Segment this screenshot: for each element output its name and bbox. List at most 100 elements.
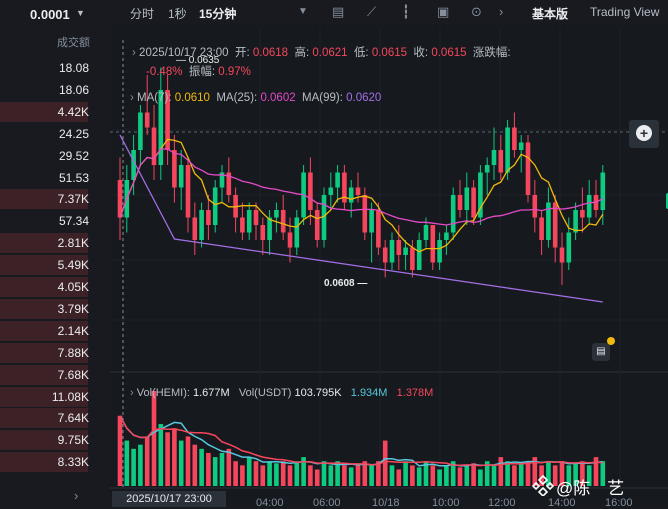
calendar-icon[interactable]: ▤ bbox=[332, 4, 345, 19]
candle-body bbox=[280, 210, 286, 233]
candle-body bbox=[172, 150, 177, 188]
chevron-right-icon[interactable]: › bbox=[74, 488, 79, 503]
volume-legend: › Vol(HEMI): 1.677M Vol(USDT) 103.795K 1… bbox=[130, 387, 434, 399]
vol-usdt-label: Vol(USDT) bbox=[238, 387, 292, 399]
volume-bar bbox=[226, 448, 232, 486]
candlestick-chart[interactable] bbox=[110, 0, 668, 507]
volume-row-bar bbox=[0, 233, 88, 254]
volume-bar bbox=[498, 457, 504, 486]
low-label: 低: bbox=[353, 47, 369, 59]
candle-body bbox=[484, 165, 490, 173]
vol-hemi-label: Vol(HEMI): bbox=[136, 387, 190, 399]
x-axis-tick: 10:00 bbox=[432, 497, 460, 509]
candle-body bbox=[246, 210, 252, 233]
candle-body bbox=[240, 217, 245, 233]
volume-row-bar bbox=[0, 430, 88, 451]
candle-body bbox=[552, 202, 558, 248]
chevron-right-icon[interactable]: › bbox=[499, 4, 504, 19]
interval-dropdown-icon[interactable]: ▼ bbox=[298, 6, 308, 17]
volume-bar bbox=[491, 465, 497, 486]
x-axis-tick: 06:00 bbox=[313, 497, 341, 509]
volume-bar bbox=[355, 465, 361, 486]
candle-body bbox=[314, 210, 320, 240]
volume-row-value: 3.79K bbox=[57, 301, 89, 316]
candle-body bbox=[260, 225, 266, 240]
notes-icon[interactable]: ▤ bbox=[592, 343, 610, 361]
volume-row: 8.33K bbox=[0, 451, 110, 473]
volume-row-value: 57.34 bbox=[58, 214, 89, 229]
candle-body bbox=[274, 210, 279, 218]
volume-row: 3.79K bbox=[0, 298, 110, 320]
candle-body bbox=[342, 172, 347, 203]
candle-body bbox=[518, 142, 524, 150]
indicator-icon[interactable]: ⟋ bbox=[367, 4, 377, 19]
volume-bar bbox=[199, 448, 204, 486]
volume-ma2-line bbox=[119, 415, 603, 467]
volume-row: 2.81K bbox=[0, 232, 110, 254]
candle-body bbox=[512, 127, 517, 150]
interval-1s[interactable]: 1秒 bbox=[168, 7, 187, 21]
candle-body bbox=[437, 240, 442, 263]
candle-body bbox=[403, 247, 408, 255]
candle-body bbox=[131, 150, 136, 180]
open-value: 0.0618 bbox=[252, 47, 289, 59]
last-price-tag bbox=[666, 193, 668, 209]
chart-toolbar: 分时 1秒 15分钟 ▼ ▤ ⟋ ┇ ▣ ⊙ › 基本版 Trading Vie… bbox=[110, 0, 668, 26]
interval-15m[interactable]: 15分钟 bbox=[199, 7, 237, 21]
view-tradingview-tab[interactable]: Trading View bbox=[590, 5, 660, 19]
crosshair-date-label: 2025/10/17 23:00 bbox=[112, 491, 226, 507]
close-label: 收: bbox=[413, 47, 429, 59]
volume-bar bbox=[260, 465, 266, 486]
ohlc-time: 2025/10/17 23:00 bbox=[139, 47, 229, 59]
chart-area[interactable]: 分时 1秒 15分钟 ▼ ▤ ⟋ ┇ ▣ ⊙ › 基本版 Trading Vie… bbox=[110, 0, 668, 509]
add-order-button[interactable]: + bbox=[629, 120, 659, 148]
chevron-down-icon: ▼ bbox=[76, 8, 85, 18]
volume-bar bbox=[369, 465, 374, 486]
notification-dot bbox=[607, 337, 615, 345]
candle-body bbox=[192, 217, 198, 240]
volume-row: 29.52 bbox=[0, 145, 110, 167]
volume-row-value: 7.64K bbox=[57, 411, 89, 426]
vol-hemi-value: 1.677M bbox=[192, 387, 230, 399]
volume-bar bbox=[559, 461, 565, 486]
volume-bar bbox=[280, 461, 286, 486]
watermark-text: @陈 艺 bbox=[556, 479, 625, 498]
volume-bar bbox=[403, 461, 408, 486]
volume-bar bbox=[444, 465, 449, 486]
candle-body bbox=[294, 217, 300, 248]
candle-body bbox=[566, 232, 572, 263]
volume-row-value: 29.52 bbox=[58, 148, 89, 163]
volume-bar bbox=[348, 467, 354, 486]
low-value: 0.0615 bbox=[371, 47, 408, 59]
volume-row-bar bbox=[0, 298, 88, 319]
candle-body bbox=[464, 187, 470, 210]
view-basic-tab[interactable]: 基本版 bbox=[532, 7, 569, 21]
volume-bar bbox=[573, 463, 578, 486]
open-label: 开: bbox=[234, 47, 250, 59]
candle-body bbox=[335, 172, 340, 188]
volume-row: 11.08K bbox=[0, 386, 110, 408]
volume-row-value: 24.25 bbox=[58, 126, 89, 141]
volume-bar bbox=[478, 469, 483, 486]
candle-type-icon[interactable]: ┇ bbox=[402, 4, 410, 19]
volume-bar bbox=[206, 452, 211, 486]
x-axis-tick: 14:00 bbox=[548, 497, 576, 509]
price-step-selector[interactable]: 0.0001 ▼ bbox=[0, 4, 110, 26]
layout-icon[interactable]: ▣ bbox=[437, 4, 450, 19]
volume-bar bbox=[437, 469, 442, 486]
candle-body bbox=[185, 165, 191, 218]
volume-row-bar bbox=[0, 277, 88, 297]
high-annotation: — 0.0635 bbox=[176, 55, 220, 66]
volume-row-bar bbox=[0, 386, 88, 407]
volume-bar bbox=[233, 461, 238, 486]
candle-body bbox=[491, 150, 497, 165]
volume-bar bbox=[219, 452, 225, 486]
candle-body bbox=[546, 202, 551, 240]
volume-row-value: 7.37K bbox=[57, 192, 89, 207]
candle-body bbox=[362, 195, 368, 233]
volume-row: 9.75K bbox=[0, 429, 110, 451]
volume-row: 2.14K bbox=[0, 320, 110, 342]
candle-body bbox=[382, 247, 388, 263]
interval-timeline[interactable]: 分时 bbox=[130, 7, 155, 21]
more-icon[interactable]: ⊙ bbox=[471, 4, 482, 19]
